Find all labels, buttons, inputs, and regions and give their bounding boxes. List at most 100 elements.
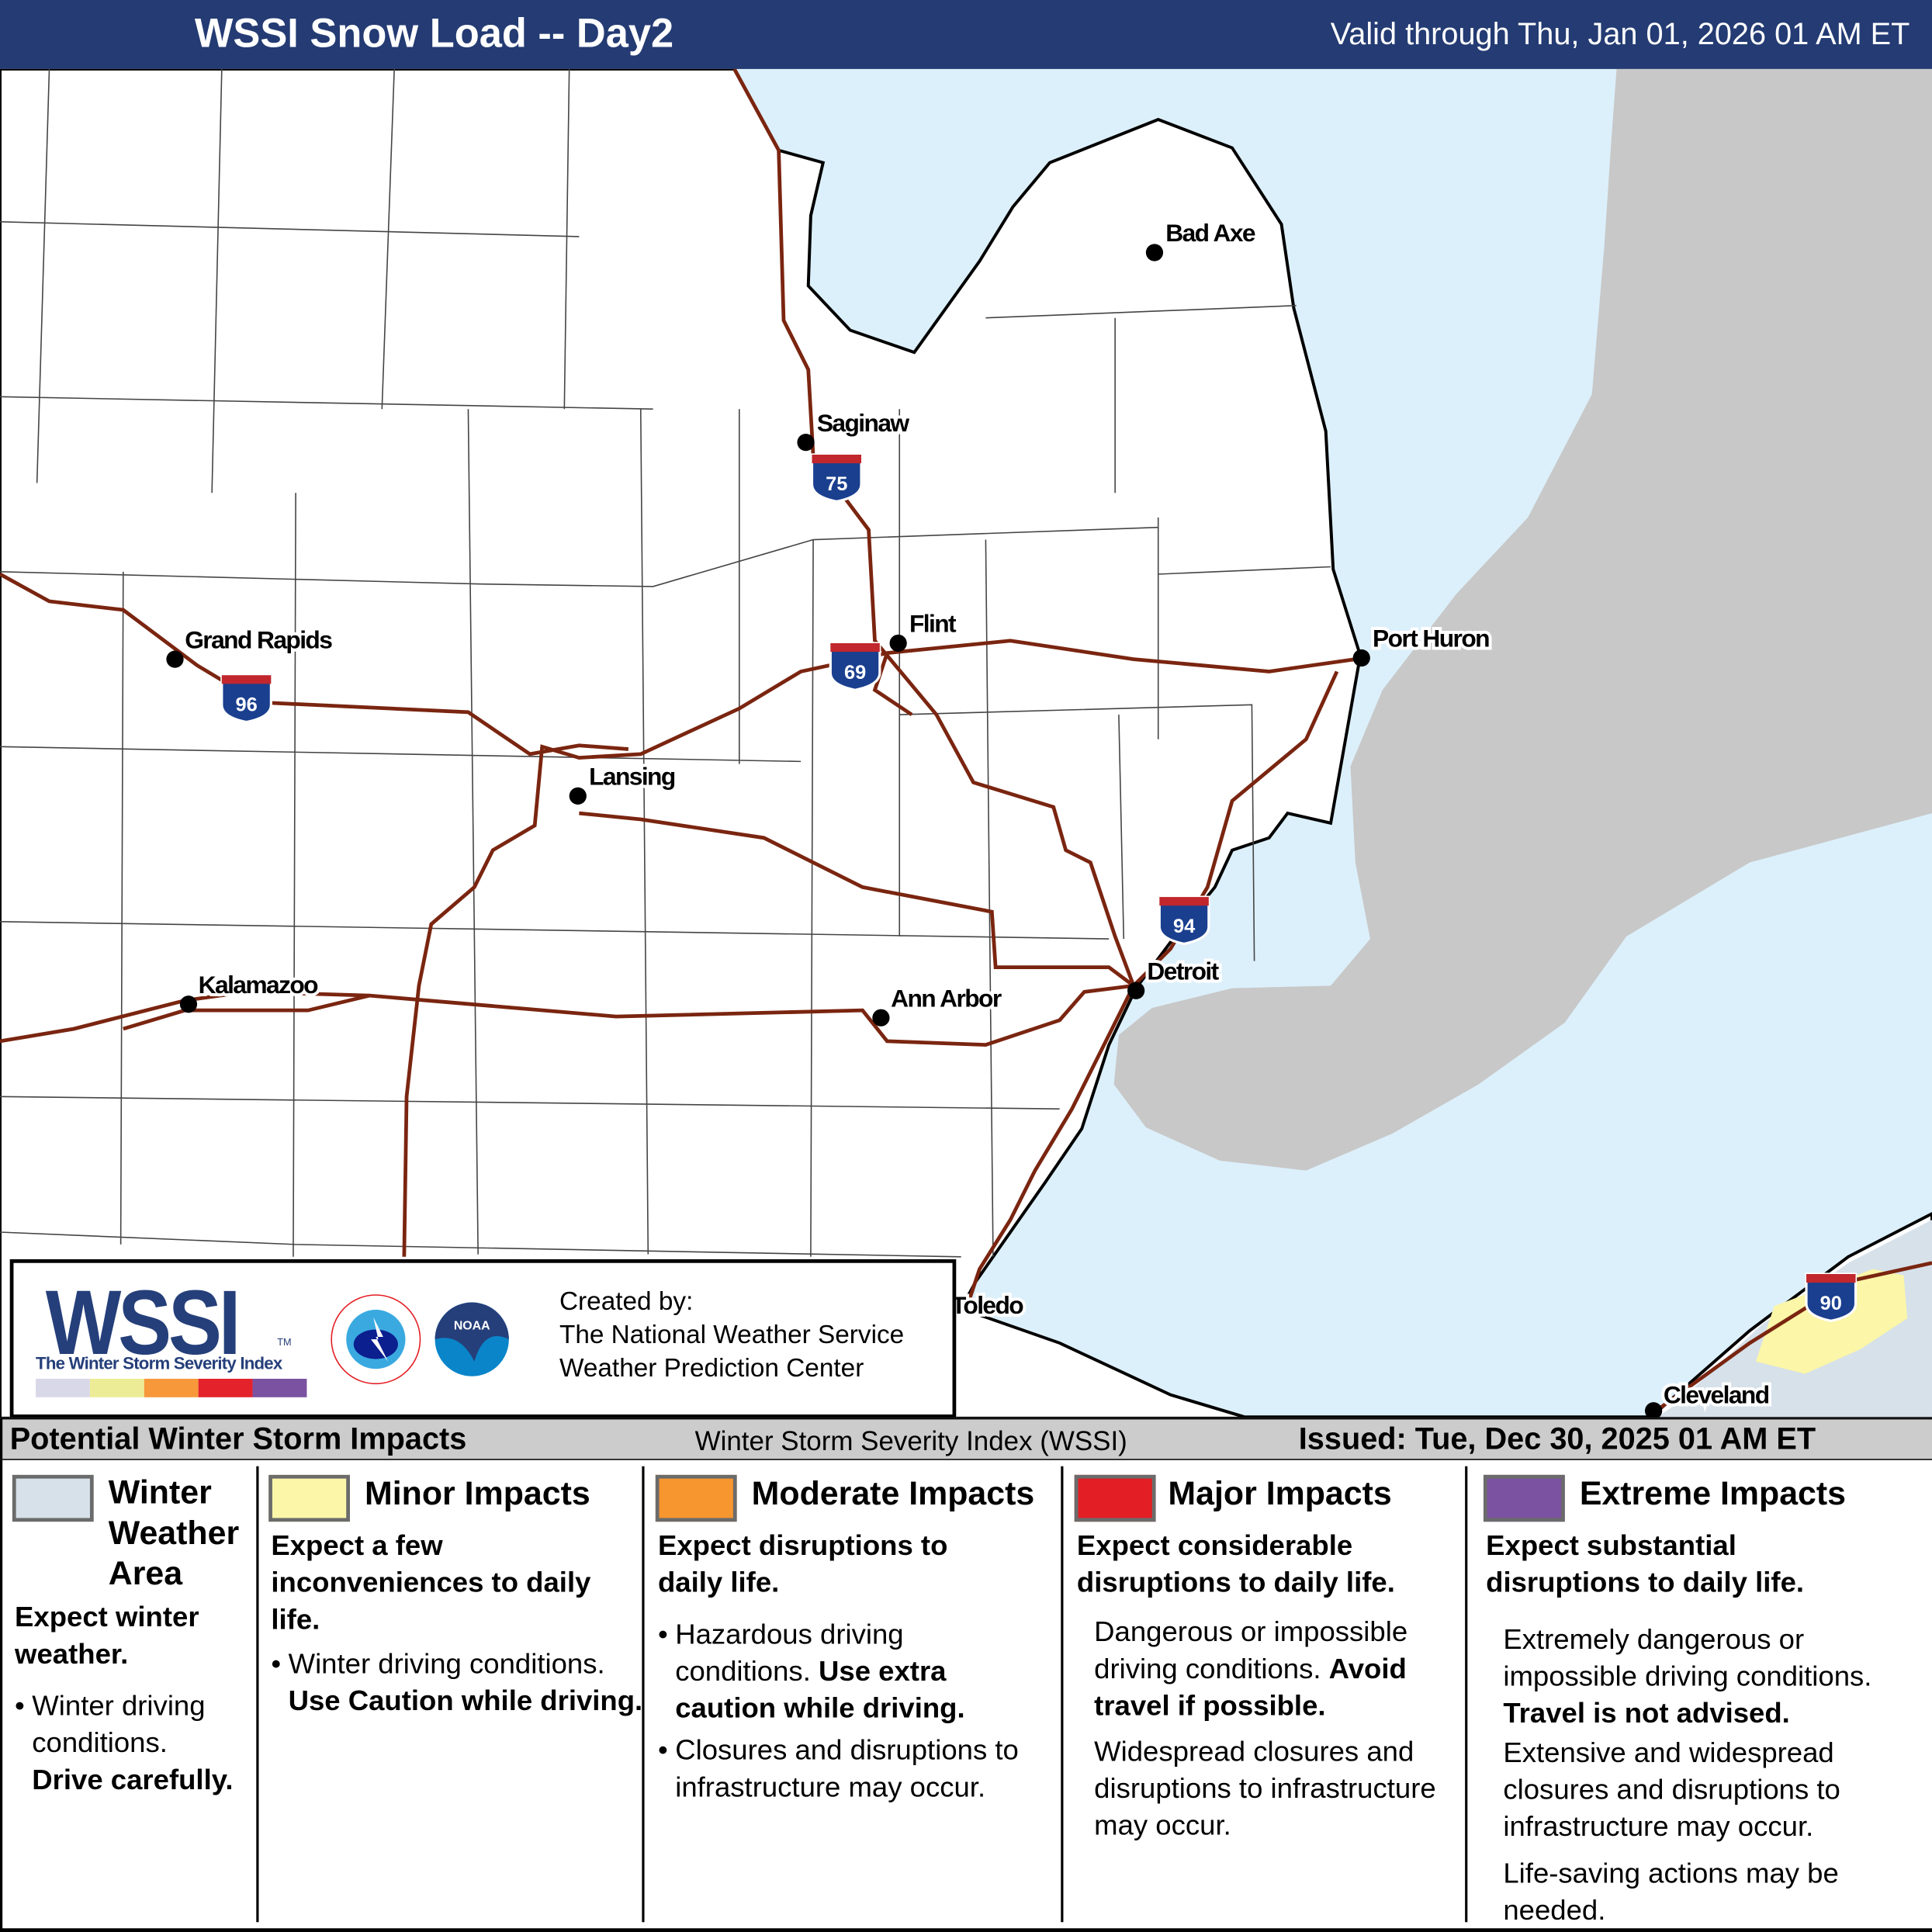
category-extreme: Extreme Impacts Expect substantial disru… xyxy=(1481,1460,1927,1926)
shield-i94: 94 xyxy=(1158,895,1210,946)
swatch-minor xyxy=(268,1474,350,1522)
category-bullet: • Hazardous driving conditions. Use extra… xyxy=(657,1618,965,1724)
category-detail: Extensive and widespread closures and di… xyxy=(1503,1736,1840,1843)
divider xyxy=(256,1466,259,1923)
city-saginaw: Saginaw xyxy=(797,406,914,452)
category-expectation: Expect disruptions to daily life. xyxy=(657,1529,948,1598)
road-i94 xyxy=(0,670,1339,1047)
svg-text:Flint: Flint xyxy=(909,610,957,638)
category-expectation: Expect substantial disruptions to daily … xyxy=(1486,1529,1805,1598)
road-us223 xyxy=(123,993,370,1031)
category-bullet: • Winter driving conditions. Drive careful… xyxy=(15,1689,234,1795)
category-detail: Dangerous or impossible driving conditio… xyxy=(1094,1615,1408,1722)
creator-wpc: Weather Prediction Center xyxy=(559,1354,864,1383)
agency-logos: NOAA xyxy=(331,1292,519,1387)
city-lansing: Lansing xyxy=(569,760,679,805)
svg-text:Saginaw: Saginaw xyxy=(817,409,910,437)
category-title: Moderate Impacts xyxy=(751,1474,1035,1512)
color-bar-segment xyxy=(36,1378,90,1397)
category-detail: Widespread closures and disruptions to i… xyxy=(1094,1734,1436,1841)
issued-time: Issued: Tue, Dec 30, 2025 01 AM ET xyxy=(1298,1421,1816,1457)
wssi-subtitle: The Winter Storm Severity Index xyxy=(36,1352,282,1373)
svg-text:Bad Axe: Bad Axe xyxy=(1165,219,1255,247)
divider xyxy=(642,1466,645,1923)
road-i80-90 xyxy=(1650,1261,1932,1416)
creator-nws: The National Weather Service xyxy=(559,1321,905,1349)
road-i75 xyxy=(732,68,1136,1307)
category-expectation: Expect considerable disruptions to daily… xyxy=(1076,1529,1395,1598)
category-title: Extreme Impacts xyxy=(1579,1474,1847,1512)
map: Bad Axe Saginaw Grand Rapids Flint Port … xyxy=(0,68,1932,1418)
nws-logo-icon xyxy=(331,1294,421,1385)
map-title: WSSI Snow Load -- Day2 xyxy=(194,9,674,56)
svg-text:Port Huron: Port Huron xyxy=(1373,625,1489,653)
creator-credit: Created by: The National Weather Service… xyxy=(559,1285,904,1385)
shield-i69: 69 xyxy=(829,642,881,691)
category-minor: Minor Impacts Expect a few inconvenience… xyxy=(266,1460,642,1923)
city-grand-rapids: Grand Rapids xyxy=(166,622,337,668)
wssi-color-bar xyxy=(36,1378,307,1397)
swatch-major xyxy=(1074,1474,1156,1522)
svg-text:NOAA: NOAA xyxy=(454,1319,490,1332)
svg-text:Cleveland: Cleveland xyxy=(1664,1381,1769,1409)
city-flint: Flint xyxy=(889,607,961,653)
category-expectation: Expect a few inconveniences to daily lif… xyxy=(271,1529,591,1636)
svg-text:Toledo: Toledo xyxy=(951,1291,1023,1319)
svg-text:94: 94 xyxy=(1173,916,1195,937)
category-major: Major Impacts Expect considerable disrup… xyxy=(1072,1460,1464,1923)
impact-legend: Winter Weather Area Expect winter weather.… xyxy=(0,1459,1932,1932)
color-bar-segment xyxy=(252,1378,307,1397)
svg-text:Detroit: Detroit xyxy=(1147,957,1219,985)
legend-title-bar: Potential Winter Storm Impacts Winter St… xyxy=(0,1418,1932,1460)
color-bar-segment xyxy=(144,1378,199,1397)
svg-text:Lansing: Lansing xyxy=(589,763,675,791)
svg-text:Ann Arbor: Ann Arbor xyxy=(891,984,1002,1012)
header-bar: WSSI Snow Load -- Day2 Valid through Thu… xyxy=(0,0,1932,69)
category-title: Major Impacts xyxy=(1168,1474,1392,1512)
interstate-shields: 75 69 96 94 90 xyxy=(220,453,1858,1322)
divider xyxy=(1465,1466,1468,1923)
category-winter-weather-area: Winter Weather Area Expect winter weather.… xyxy=(10,1460,257,1923)
category-title: Minor Impacts xyxy=(365,1474,590,1512)
svg-text:Grand Rapids: Grand Rapids xyxy=(185,625,332,653)
shield-i96: 96 xyxy=(220,673,272,724)
logo-credit-box: WSSI TM The Winter Storm Severity Index … xyxy=(9,1259,957,1418)
city-cleveland: Cleveland xyxy=(1644,1378,1773,1418)
road-us127 xyxy=(579,811,1135,988)
road-i69 xyxy=(402,639,1356,1257)
svg-text:90: 90 xyxy=(1820,1293,1842,1314)
swatch-moderate xyxy=(655,1474,737,1522)
index-name: Winter Storm Severity Index (WSSI) xyxy=(694,1425,1127,1457)
svg-text:75: 75 xyxy=(826,473,847,495)
noaa-logo-icon: NOAA xyxy=(424,1292,519,1387)
category-bullet: • Closures and disruptions to infrastruct… xyxy=(657,1733,1019,1803)
swatch-extreme xyxy=(1483,1474,1565,1522)
category-title: Winter Weather Area xyxy=(108,1473,240,1592)
canada-ontario xyxy=(1113,68,1932,1171)
road-us23 xyxy=(872,652,913,717)
category-detail: Extremely dangerous or impossible drivin… xyxy=(1503,1622,1872,1729)
city-detroit: Detroit xyxy=(1127,954,1224,999)
color-bar-segment xyxy=(198,1378,253,1397)
trademark: TM xyxy=(277,1336,292,1349)
wssi-logo: WSSI xyxy=(45,1271,241,1374)
category-moderate: Moderate Impacts Expect disruptions to d… xyxy=(653,1460,1060,1923)
city-kalamazoo: Kalamazoo xyxy=(179,968,323,1013)
svg-text:96: 96 xyxy=(235,694,257,715)
svg-text:69: 69 xyxy=(844,662,866,684)
shield-i90: 90 xyxy=(1805,1272,1858,1322)
cities: Bad Axe Saginaw Grand Rapids Flint Port … xyxy=(166,216,1773,1418)
created-by-label: Created by: xyxy=(559,1287,694,1316)
valid-time: Valid through Thu, Jan 01, 2026 01 AM ET xyxy=(1330,17,1910,52)
color-bar-segment xyxy=(89,1378,144,1397)
city-toledo: Toledo xyxy=(948,1288,1028,1322)
city-ann-arbor: Ann Arbor xyxy=(872,981,1006,1027)
category-bullet: • Winter driving conditions. Use Caution … xyxy=(271,1647,643,1717)
category-detail: Life-saving actions may be needed. xyxy=(1503,1857,1839,1927)
legend-title: Potential Winter Storm Impacts xyxy=(9,1421,467,1457)
category-expectation: Expect winter weather. xyxy=(15,1600,199,1670)
city-port-huron: Port Huron xyxy=(1352,621,1494,667)
city-bad-axe: Bad Axe xyxy=(1145,216,1259,261)
shield-i75: 75 xyxy=(810,453,863,503)
